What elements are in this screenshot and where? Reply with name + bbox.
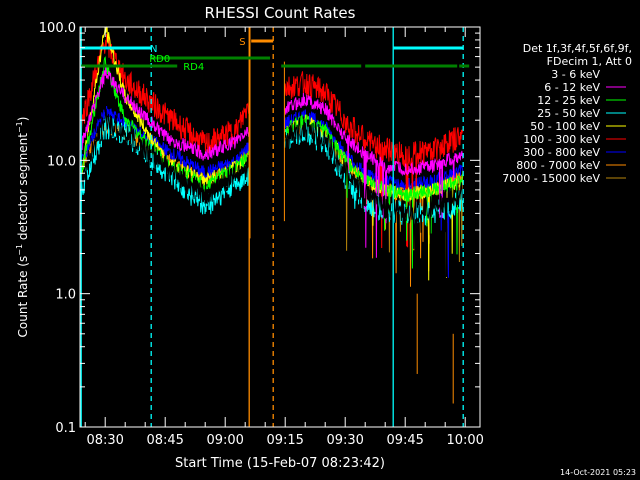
y-axis-label-close: ) bbox=[16, 117, 30, 122]
x-tick-label: 09:30 bbox=[326, 433, 363, 448]
flag-label: RD4 bbox=[183, 62, 204, 73]
legend-entry-label: 3 - 6 keV bbox=[551, 68, 600, 81]
y-axis-label-main: Count Rate (s bbox=[16, 256, 30, 338]
y-axis-label-tail: detector segment bbox=[16, 133, 30, 244]
series-layer bbox=[80, 26, 464, 404]
legend-entry-label: 800 - 7000 keV bbox=[516, 159, 600, 172]
legend-entry-label: 7000 - 15000 keV bbox=[502, 172, 600, 185]
legend-header-2: FDecim 1, Att 0 bbox=[547, 55, 632, 68]
x-axis-label: Start Time (15-Feb-07 08:23:42) bbox=[175, 456, 385, 471]
x-tick-label: 08:30 bbox=[86, 433, 123, 448]
y-tick-label: 10.0 bbox=[47, 154, 76, 169]
legend-entry-label: 12 - 25 keV bbox=[537, 94, 600, 107]
legend: Det 1f,3f,4f,5f,6f,9f, FDecim 1, Att 0 3… bbox=[502, 42, 632, 185]
legend-entry-label: 25 - 50 keV bbox=[537, 107, 600, 120]
y-tick-label: 1.0 bbox=[55, 288, 76, 303]
flag-label: S bbox=[239, 37, 245, 48]
x-tick-label: 09:00 bbox=[206, 433, 243, 448]
y-tick-label: 0.1 bbox=[55, 421, 76, 436]
legend-header-1: Det 1f,3f,4f,5f,6f,9f, bbox=[523, 42, 632, 55]
axis-layer: 100.0 10.0 1.0 0.1 08:30 08:45 09:00 09:15 09:30… bbox=[39, 21, 484, 448]
x-tick-label: 10:00 bbox=[446, 433, 483, 448]
y-tick-label: 100.0 bbox=[39, 21, 76, 36]
series-line bbox=[80, 67, 464, 258]
y-axis-label: Count Rate (s−1 detector segment−1) bbox=[15, 117, 30, 338]
plot-frame bbox=[79, 26, 481, 428]
chart-title: RHESSI Count Rates bbox=[205, 4, 356, 22]
legend-entry-label: 50 - 100 keV bbox=[530, 120, 600, 133]
legend-entry-label: 6 - 12 keV bbox=[544, 81, 600, 94]
x-tick-label: 08:45 bbox=[146, 433, 183, 448]
legend-entry-label: 100 - 300 keV bbox=[523, 133, 600, 146]
series-line bbox=[80, 108, 464, 297]
flag-label: RD0 bbox=[149, 54, 170, 65]
x-tick-label: 09:15 bbox=[266, 433, 303, 448]
x-tick-label: 09:45 bbox=[386, 433, 423, 448]
flag-label: N bbox=[150, 44, 157, 55]
y-axis-label-sup: −1 bbox=[15, 244, 24, 256]
footer-timestamp: 14-Oct-2021 05:23 bbox=[560, 468, 636, 477]
legend-entry-label: 300 - 800 keV bbox=[523, 146, 600, 159]
y-axis-label-sup2: −1 bbox=[15, 121, 24, 133]
